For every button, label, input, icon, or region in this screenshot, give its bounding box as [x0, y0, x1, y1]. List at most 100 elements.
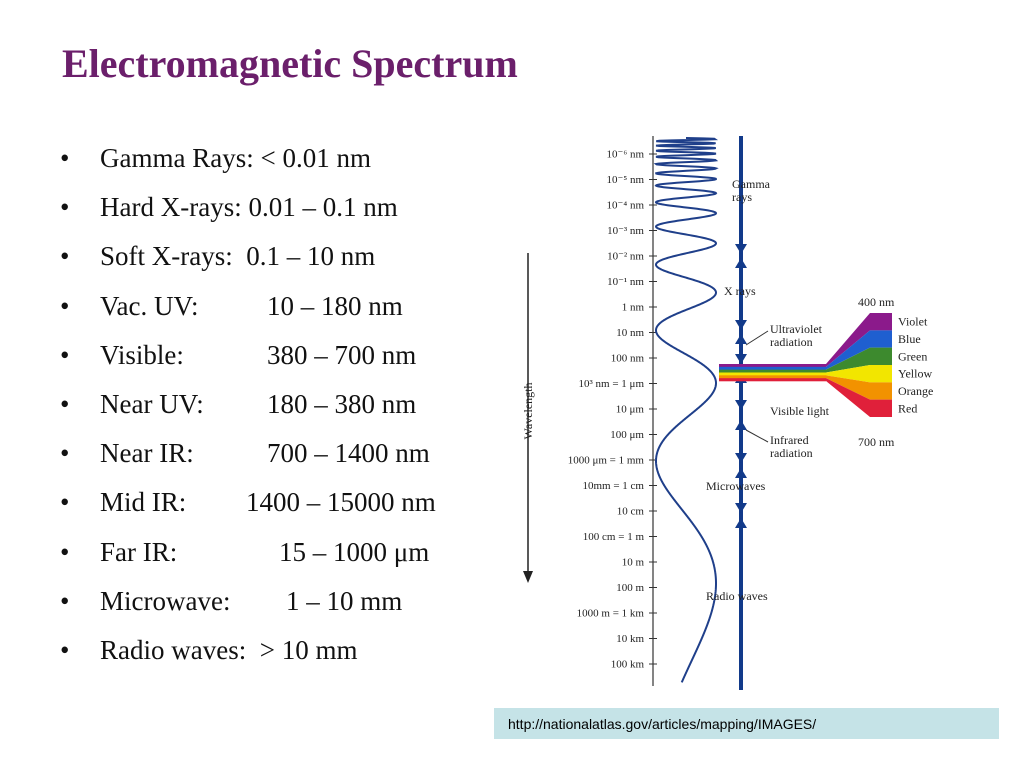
bullet-label: Far IR: [100, 536, 178, 567]
fan-band-orange [826, 375, 892, 400]
bullet-label: Gamma Rays: [100, 143, 261, 174]
bullet-marker: • [60, 389, 70, 420]
bullet-label: Near UV: [100, 389, 204, 420]
bullet-marker: • [60, 634, 70, 665]
spectrum-diagram: 10⁻⁶ nm 10⁻⁵ nm 10⁻⁴ nm 10⁻³ nm 10⁻² nm 10⁻¹ … [521, 136, 933, 690]
scale-label: 10 nm [616, 327, 644, 339]
bullet-item: • Gamma Rays: < 0.01 nm [60, 134, 436, 183]
band-arrow [735, 334, 747, 344]
bullet-value: > 10 mm [259, 634, 358, 665]
bullet-marker: • [60, 487, 70, 518]
bullet-item: • Near IR: 700 – 1400 nm [60, 429, 436, 478]
bullet-marker: • [60, 536, 70, 567]
bullet-label: Radio waves: [100, 634, 260, 665]
bullet-value: 1400 – 15000 nm [246, 487, 436, 518]
uv-pointer [745, 330, 769, 346]
wave-line [653, 137, 719, 683]
band-arrow [735, 258, 747, 268]
bullet-marker: • [60, 438, 70, 469]
bullet-item: • Near UV: 180 – 380 nm [60, 380, 436, 429]
scale-label: 100 nm [611, 353, 645, 365]
bullet-label: Hard X-rays: [100, 192, 249, 223]
band-arrow [735, 518, 747, 528]
scale-label: 10 cm [617, 506, 645, 518]
region-label-infrared: Infrared [770, 433, 809, 447]
scale-label: 10mm = 1 cm [582, 480, 644, 492]
bullet-item: • Microwave: 1 – 10 mm [60, 577, 436, 626]
bullet-label: Visible: [100, 339, 184, 370]
band-arrow [735, 503, 747, 513]
bullet-value: 1 – 10 mm [286, 585, 403, 616]
scale-label: 1000 m = 1 km [577, 608, 645, 620]
scale-label: 1 nm [622, 302, 645, 314]
fan-band-blue [826, 330, 892, 370]
fan-band-green [826, 347, 892, 373]
visible-bottom-label: 700 nm [858, 435, 895, 449]
bullet-value: < 0.01 nm [260, 143, 371, 174]
bullet-item: • Soft X-rays: 0.1 – 10 nm [60, 232, 436, 281]
band-arrow [735, 468, 747, 478]
bullet-item: • Hard X-rays: 0.01 – 0.1 nm [60, 183, 436, 232]
scale-label: 100 m [616, 582, 644, 594]
scale-label: 100 cm = 1 m [583, 531, 645, 543]
bullet-value: 700 – 1400 nm [267, 438, 430, 469]
scale-label: 10⁻⁴ nm [607, 200, 645, 212]
bullet-marker: • [60, 585, 70, 616]
fan-band-violet [826, 313, 892, 367]
color-label: Blue [898, 332, 921, 346]
scale-label: 10 m [622, 557, 645, 569]
bullet-marker: • [60, 143, 70, 174]
band-arrow [735, 400, 747, 410]
region-label-visible: Visible light [770, 404, 830, 418]
bullet-value: 15 – 1000 μm [279, 536, 430, 567]
region-label-radio: Radio waves [706, 589, 768, 603]
region-label-gamma: Gamma [732, 177, 771, 191]
color-label: Green [898, 349, 927, 363]
visible-strip-band [719, 372, 826, 376]
band-arrow [735, 453, 747, 463]
bullet-value: 180 – 380 nm [267, 389, 417, 420]
bullet-value: 380 – 700 nm [267, 339, 417, 370]
scale-label: 100 km [611, 659, 645, 671]
band-arrow [735, 354, 747, 364]
bullet-list: • Gamma Rays: < 0.01 nm • Hard X-rays: 0.01… [60, 134, 436, 675]
arrow-head [523, 571, 533, 583]
bullet-label: Near IR: [100, 438, 194, 469]
scale-label: 1000 μm = 1 mm [568, 455, 645, 467]
wavelength-arrow: Wavelength [521, 253, 535, 583]
bullet-value: 10 – 180 nm [267, 290, 403, 321]
region-label-uv: radiation [770, 335, 813, 349]
visible-fan: Violet Blue Green Yellow Orange Red 400 nm 700 … [719, 295, 933, 449]
bullet-item: • Radio waves: > 10 mm [60, 626, 436, 675]
region-label-infrared: radiation [770, 446, 813, 460]
scale-label: 10⁻² nm [607, 251, 644, 263]
bullet-marker: • [60, 192, 70, 223]
bullet-item: • Visible: 380 – 700 nm [60, 331, 436, 380]
visible-strip-band [719, 364, 826, 368]
bullet-label: Vac. UV: [100, 290, 199, 321]
region-label-microwaves: Microwaves [706, 479, 766, 493]
bullet-item: • Mid IR: 1400 – 15000 nm [60, 478, 436, 527]
bullet-item: • Far IR: 15 – 1000 μm [60, 528, 436, 577]
fan-band-yellow [826, 365, 892, 383]
region-label-gamma: rays [732, 190, 752, 204]
color-label: Red [898, 401, 917, 415]
ir-pointer [745, 429, 769, 443]
bullet-label: Mid IR: [100, 487, 187, 518]
scale-label: 10⁻³ nm [607, 225, 644, 237]
band-arrow [735, 244, 747, 254]
scale-label: 10⁻⁵ nm [607, 174, 645, 186]
color-label: Violet [898, 315, 928, 329]
bullet-value: 0.1 – 10 nm [246, 241, 376, 272]
wavelength-scale: 10⁻⁶ nm 10⁻⁵ nm 10⁻⁴ nm 10⁻³ nm 10⁻² nm 10⁻¹ … [568, 136, 657, 686]
visible-strip-band [719, 378, 826, 382]
color-label: Orange [898, 384, 933, 398]
bullet-marker: • [60, 290, 70, 321]
scale-label: 10⁻¹ nm [607, 276, 644, 288]
region-label-xrays: X rays [724, 284, 756, 298]
band-arrow [735, 320, 747, 330]
bullet-marker: • [60, 241, 70, 272]
scale-label: 10³ nm = 1 μm [578, 378, 644, 390]
bullet-label: Microwave: [100, 585, 231, 616]
